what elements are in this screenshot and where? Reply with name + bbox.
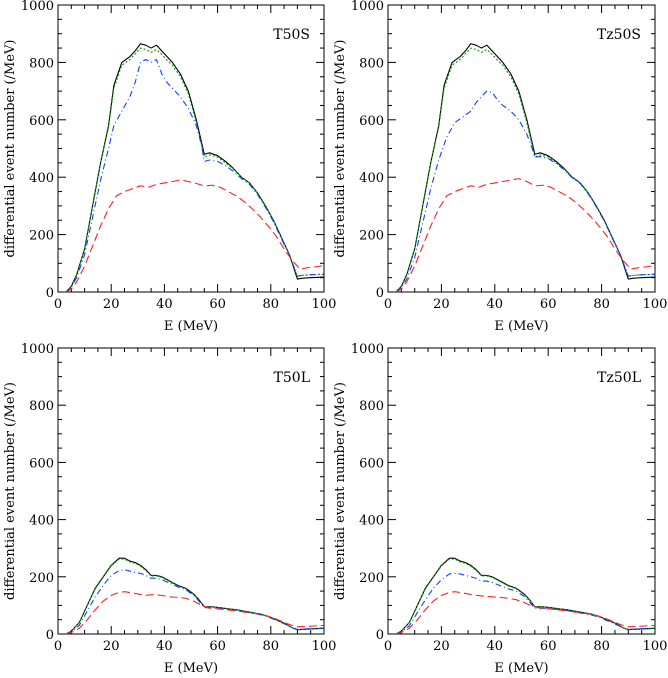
x-tick-label: 20 (103, 639, 120, 654)
x-tick-label: 80 (593, 297, 610, 312)
x-tick-label: 40 (156, 639, 173, 654)
y-tick-label: 400 (359, 171, 384, 186)
series-group (395, 43, 655, 292)
y-axis-title: differential event number (/MeV) (333, 40, 348, 258)
series-line-blue-dash-dot (65, 58, 324, 292)
plot-frame (57, 4, 325, 293)
series-line-blue-dash-dot (395, 90, 655, 292)
series-line-red-dashed (395, 178, 655, 292)
x-tick-label: 60 (540, 297, 557, 312)
y-tick-label: 200 (29, 229, 54, 244)
y-tick-label: 0 (46, 286, 54, 301)
x-axis-title: E (MeV) (164, 661, 218, 676)
x-tick-label: 20 (433, 297, 450, 312)
panel-label: T50L (274, 370, 310, 386)
x-tick-label: 60 (540, 639, 557, 654)
panel-label: T50S (273, 27, 310, 43)
series-group (65, 557, 324, 634)
x-tick-label: 0 (54, 297, 62, 312)
y-tick-label: 600 (359, 456, 384, 471)
y-axis-title: differential event number (/MeV) (333, 382, 348, 600)
y-tick-label: 1000 (21, 0, 54, 14)
series-line-green-dotted (395, 47, 655, 292)
x-tick-label: 20 (103, 297, 120, 312)
y-tick-label: 1000 (351, 342, 384, 357)
x-axis-title: E (MeV) (164, 319, 218, 334)
x-tick-label: 20 (433, 639, 450, 654)
y-tick-label: 400 (29, 514, 54, 529)
series-line-red-dashed (65, 591, 324, 634)
plot-frame (387, 347, 656, 635)
y-tick-label: 800 (359, 399, 384, 414)
x-axis-title: E (MeV) (494, 319, 548, 334)
plot-frame (387, 4, 656, 293)
y-tick-label: 0 (376, 628, 384, 643)
y-tick-label: 400 (359, 514, 384, 529)
series-line-black-solid (395, 43, 655, 292)
y-tick-label: 800 (29, 399, 54, 414)
x-tick-label: 40 (487, 639, 504, 654)
plot-frame (57, 347, 325, 635)
x-tick-label: 60 (209, 639, 226, 654)
y-tick-label: 600 (359, 114, 384, 129)
x-tick-label: 100 (643, 297, 668, 312)
y-tick-label: 800 (29, 56, 54, 71)
y-tick-label: 200 (29, 571, 54, 586)
y-tick-label: 600 (29, 114, 54, 129)
x-tick-label: 100 (312, 639, 337, 654)
y-tick-label: 200 (359, 229, 384, 244)
series-line-green-dotted (395, 558, 655, 634)
x-axis-title: E (MeV) (494, 661, 548, 676)
y-tick-label: 600 (29, 456, 54, 471)
series-line-red-dashed (395, 591, 655, 634)
x-tick-label: 80 (263, 639, 280, 654)
x-tick-label: 80 (593, 639, 610, 654)
y-tick-label: 400 (29, 171, 54, 186)
y-axis-title: differential event number (/MeV) (3, 40, 18, 258)
y-tick-label: 1000 (21, 342, 54, 357)
series-group (65, 43, 324, 292)
x-tick-label: 0 (54, 639, 62, 654)
panel-label: Tz50S (597, 27, 641, 43)
x-tick-label: 40 (156, 297, 173, 312)
series-group (395, 557, 655, 634)
series-line-green-dotted (65, 47, 324, 292)
x-tick-label: 0 (384, 297, 392, 312)
y-tick-label: 800 (359, 56, 384, 71)
x-tick-label: 100 (643, 639, 668, 654)
x-tick-label: 100 (312, 297, 337, 312)
x-tick-label: 80 (263, 297, 280, 312)
series-line-blue-dash-dot (395, 572, 655, 634)
y-tick-label: 0 (376, 286, 384, 301)
x-tick-label: 60 (209, 297, 226, 312)
series-line-green-dotted (65, 558, 324, 634)
panel-label: Tz50L (597, 370, 641, 386)
y-tick-label: 1000 (351, 0, 384, 14)
x-tick-label: 40 (487, 297, 504, 312)
y-tick-label: 0 (46, 628, 54, 643)
series-line-black-solid (65, 43, 324, 292)
y-axis-title: differential event number (/MeV) (3, 382, 18, 600)
y-tick-label: 200 (359, 571, 384, 586)
x-tick-label: 0 (384, 639, 392, 654)
series-line-red-dashed (65, 179, 324, 292)
